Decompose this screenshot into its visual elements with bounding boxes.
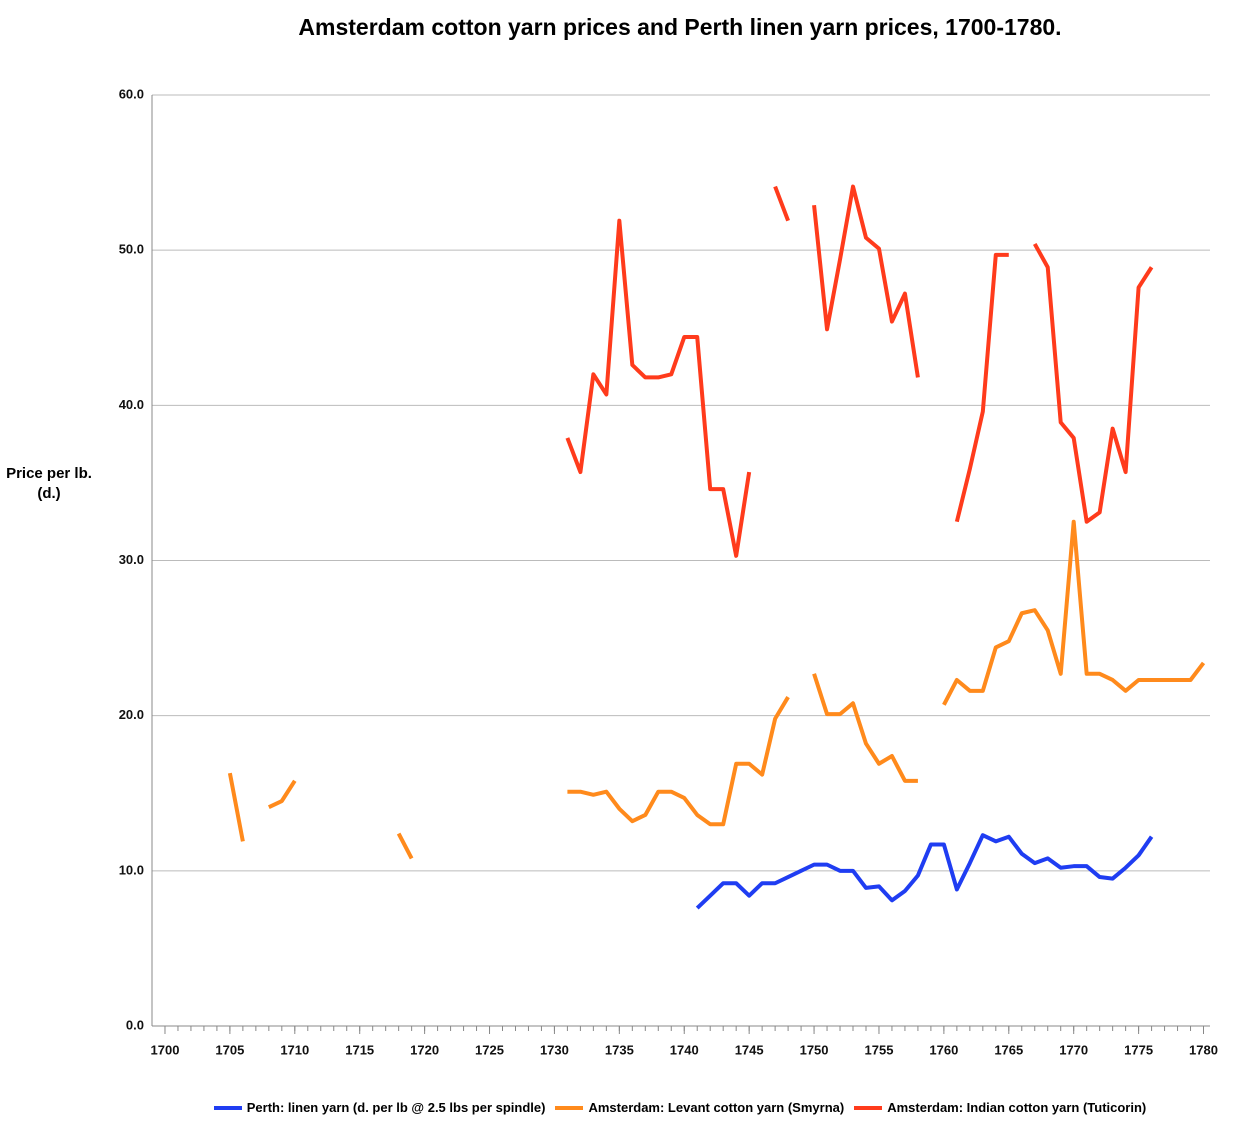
x-tick-label: 1700 — [151, 1042, 180, 1057]
legend-item: Amsterdam: Indian cotton yarn (Tuticorin… — [854, 1100, 1146, 1115]
y-tick-label: 60.0 — [119, 86, 144, 101]
x-tick-label: 1745 — [735, 1042, 764, 1057]
legend-label: Amsterdam: Indian cotton yarn (Tuticorin… — [887, 1100, 1147, 1115]
legend-swatch — [854, 1105, 883, 1110]
y-tick-label: 50.0 — [119, 242, 144, 257]
chart-title: Amsterdam cotton yarn prices and Perth l… — [298, 14, 1062, 40]
legend-swatch — [555, 1105, 584, 1110]
x-tick-label: 1755 — [865, 1042, 894, 1057]
x-tick-label: 1760 — [929, 1042, 958, 1057]
x-tick-label: 1720 — [410, 1042, 439, 1057]
legend-swatch — [213, 1105, 242, 1110]
series-line — [695, 833, 1154, 910]
y-tick-label: 0.0 — [126, 1017, 144, 1032]
legend-label: Amsterdam: Levant cotton yarn (Smyrna) — [588, 1100, 845, 1115]
y-tick-label: 20.0 — [119, 707, 144, 722]
x-tick-label: 1715 — [345, 1042, 374, 1057]
x-tick-label: 1705 — [215, 1042, 244, 1057]
legend-label: Perth: linen yarn (d. per lb @ 2.5 lbs p… — [246, 1100, 546, 1115]
x-tick-label: 1740 — [670, 1042, 699, 1057]
x-tick-label: 1735 — [605, 1042, 634, 1057]
x-tick-label: 1765 — [994, 1042, 1023, 1057]
x-tick-label: 1770 — [1059, 1042, 1088, 1057]
x-tick-label: 1725 — [475, 1042, 504, 1057]
x-tick-label: 1730 — [540, 1042, 569, 1057]
y-tick-label: 40.0 — [119, 397, 144, 412]
x-tick-label: 1710 — [280, 1042, 309, 1057]
legend: Perth: linen yarn (d. per lb @ 2.5 lbs p… — [100, 1100, 1233, 1115]
y-tick-label: 30.0 — [119, 552, 144, 567]
y-tick-label: 10.0 — [119, 862, 144, 877]
x-tick-label: 1780 — [1189, 1042, 1218, 1057]
x-tick-label: 1775 — [1124, 1042, 1153, 1057]
y-axis-label: Price per lb. (d.) — [6, 465, 92, 502]
series-line — [227, 519, 1206, 860]
legend-item: Perth: linen yarn (d. per lb @ 2.5 lbs p… — [213, 1100, 546, 1115]
legend-item: Amsterdam: Levant cotton yarn (Smyrna) — [555, 1100, 844, 1115]
series-line — [565, 184, 1154, 558]
chart: 0.0 10.0 20.0 30.0 40.0 50.0 60.0 1700 1705 1710 1… — [119, 86, 1218, 1057]
x-tick-label: 1750 — [800, 1042, 829, 1057]
